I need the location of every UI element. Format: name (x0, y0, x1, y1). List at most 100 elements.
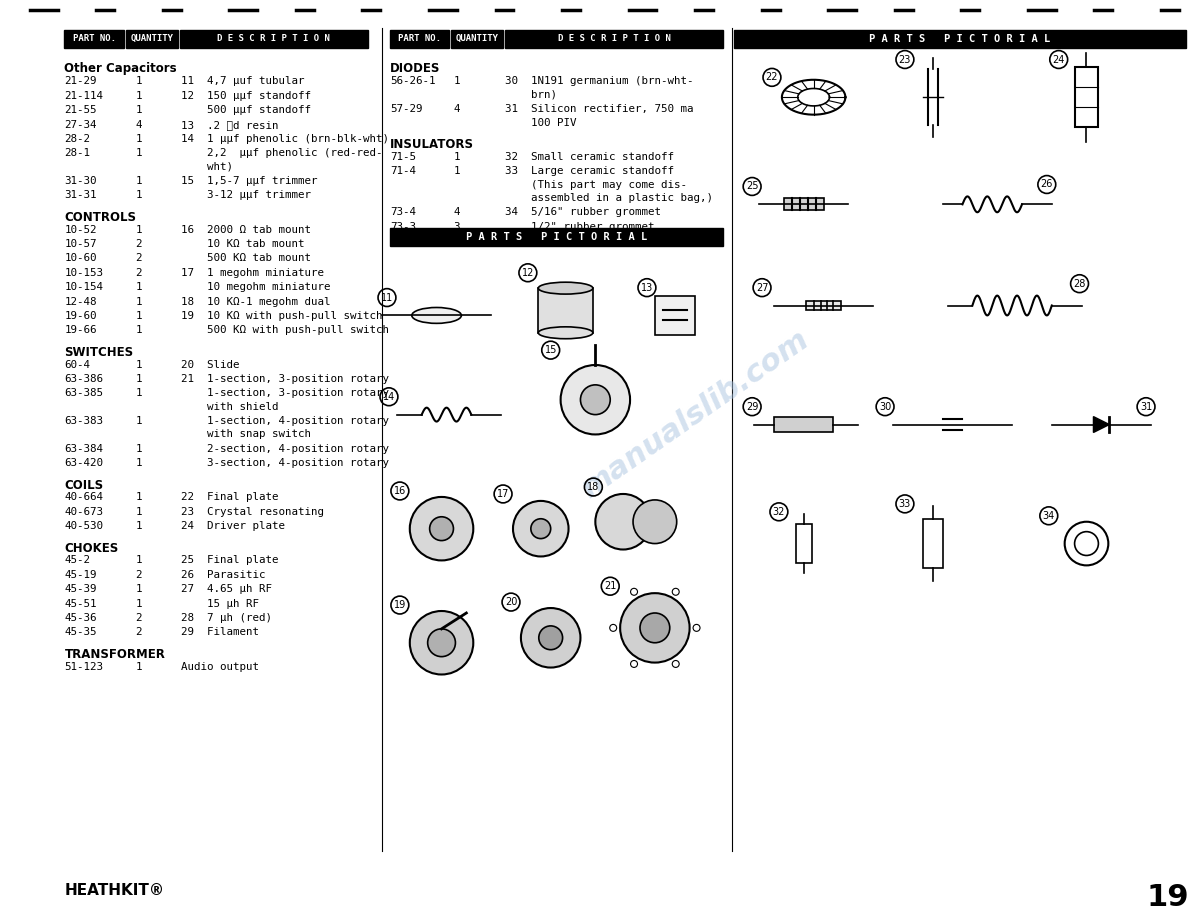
Text: QUANTITY: QUANTITY (131, 34, 174, 43)
Text: 27-34: 27-34 (65, 119, 97, 129)
Circle shape (521, 608, 581, 667)
Text: 30: 30 (879, 402, 891, 411)
Circle shape (621, 593, 690, 663)
Ellipse shape (538, 282, 593, 294)
Text: 100 PIV: 100 PIV (506, 118, 576, 128)
Text: 2: 2 (135, 627, 143, 637)
FancyBboxPatch shape (65, 29, 125, 48)
Text: 21: 21 (604, 581, 617, 591)
Text: 23  Crystal resonating: 23 Crystal resonating (181, 507, 323, 517)
Text: P A R T S   P I C T O R I A L: P A R T S P I C T O R I A L (466, 232, 647, 242)
FancyBboxPatch shape (126, 29, 177, 48)
Text: 1: 1 (135, 360, 143, 370)
Text: 57-29: 57-29 (391, 104, 423, 114)
Text: INSULATORS: INSULATORS (391, 138, 474, 151)
Text: 71-4: 71-4 (391, 166, 416, 176)
Text: 10-153: 10-153 (65, 268, 103, 278)
Text: 1: 1 (135, 444, 143, 453)
Circle shape (672, 660, 679, 667)
FancyBboxPatch shape (783, 198, 823, 210)
Text: 1: 1 (135, 374, 143, 384)
Text: manualslib.com: manualslib.com (575, 325, 813, 504)
Text: 63-383: 63-383 (65, 416, 103, 426)
Text: 3: 3 (453, 221, 460, 231)
Text: 45-36: 45-36 (65, 613, 97, 623)
Text: 33  Large ceramic standoff: 33 Large ceramic standoff (506, 166, 674, 176)
Circle shape (581, 385, 610, 415)
Text: 10 megohm miniature: 10 megohm miniature (181, 282, 331, 292)
Text: 21-114: 21-114 (65, 91, 103, 101)
Text: 1: 1 (135, 91, 143, 101)
Text: 3-section, 4-position rotary: 3-section, 4-position rotary (181, 458, 388, 468)
Text: 1: 1 (135, 492, 143, 502)
Circle shape (630, 588, 637, 595)
Text: 17  1 megohm miniature: 17 1 megohm miniature (181, 268, 323, 278)
Text: COILS: COILS (65, 478, 103, 492)
Text: 28  7 μh (red): 28 7 μh (red) (181, 613, 272, 623)
Text: D E S C R I P T I O N: D E S C R I P T I O N (558, 34, 671, 43)
Text: 2: 2 (135, 253, 143, 263)
Text: 2,2  μμf phenolic (red-red-: 2,2 μμf phenolic (red-red- (181, 149, 382, 158)
Text: 31  Silicon rectifier, 750 ma: 31 Silicon rectifier, 750 ma (506, 104, 694, 114)
Text: 12-48: 12-48 (65, 297, 97, 307)
Circle shape (513, 501, 569, 556)
Text: 24  Driver plate: 24 Driver plate (181, 521, 285, 532)
Text: 51-123: 51-123 (65, 662, 103, 672)
Text: 29: 29 (746, 402, 758, 411)
Text: 63-385: 63-385 (65, 388, 103, 398)
Text: 73-4: 73-4 (391, 207, 416, 218)
Circle shape (595, 494, 651, 550)
Text: 13  .2 Ϗd resin: 13 .2 Ϗd resin (181, 119, 278, 129)
Text: 19: 19 (394, 600, 406, 610)
Text: 31: 31 (1140, 402, 1152, 411)
Text: P A R T S   P I C T O R I A L: P A R T S P I C T O R I A L (870, 34, 1051, 44)
Text: 40-530: 40-530 (65, 521, 103, 532)
FancyBboxPatch shape (734, 29, 1186, 48)
Circle shape (633, 500, 677, 543)
Text: 45-35: 45-35 (65, 627, 97, 637)
Text: 1: 1 (135, 176, 143, 186)
Text: 28: 28 (1073, 279, 1085, 288)
Text: brn): brn) (506, 90, 557, 100)
Text: 1: 1 (135, 599, 143, 609)
Text: DIODES: DIODES (391, 62, 441, 75)
FancyBboxPatch shape (538, 288, 593, 333)
Text: 33: 33 (898, 498, 910, 509)
Text: 28-1: 28-1 (65, 149, 91, 158)
Text: 1: 1 (135, 416, 143, 426)
Text: 11  4,7 μuf tubular: 11 4,7 μuf tubular (181, 76, 304, 86)
Text: (This part may come dis-: (This part may come dis- (506, 180, 686, 189)
Text: 26  Parasitic: 26 Parasitic (181, 570, 265, 580)
Text: PART NO.: PART NO. (73, 34, 116, 43)
Text: CONTROLS: CONTROLS (65, 211, 137, 224)
Text: 20  Slide: 20 Slide (181, 360, 240, 370)
Text: 500 μμf standoff: 500 μμf standoff (181, 106, 310, 115)
Text: 1: 1 (135, 225, 143, 235)
Text: 1: 1 (135, 297, 143, 307)
Text: 1: 1 (135, 106, 143, 115)
Text: 10-154: 10-154 (65, 282, 103, 292)
Text: 21-29: 21-29 (65, 76, 97, 86)
FancyBboxPatch shape (391, 229, 724, 246)
FancyBboxPatch shape (180, 29, 368, 48)
Text: 10 KΩ tab mount: 10 KΩ tab mount (181, 239, 304, 249)
Text: 63-384: 63-384 (65, 444, 103, 453)
FancyBboxPatch shape (806, 300, 841, 310)
Circle shape (531, 519, 551, 539)
Text: 25: 25 (746, 182, 758, 192)
Text: 1: 1 (135, 507, 143, 517)
Text: 32: 32 (773, 507, 785, 517)
Text: 1: 1 (135, 325, 143, 335)
Text: 34: 34 (1042, 510, 1055, 521)
Text: SWITCHES: SWITCHES (65, 346, 134, 359)
Text: 56-26-1: 56-26-1 (391, 76, 435, 86)
Circle shape (561, 365, 630, 434)
Text: 21-55: 21-55 (65, 106, 97, 115)
Circle shape (610, 624, 617, 632)
Text: 1: 1 (135, 134, 143, 144)
Text: 4: 4 (453, 104, 460, 114)
Text: 20: 20 (504, 597, 518, 607)
Text: 4: 4 (135, 119, 143, 129)
Circle shape (539, 626, 563, 650)
Text: 10-52: 10-52 (65, 225, 97, 235)
